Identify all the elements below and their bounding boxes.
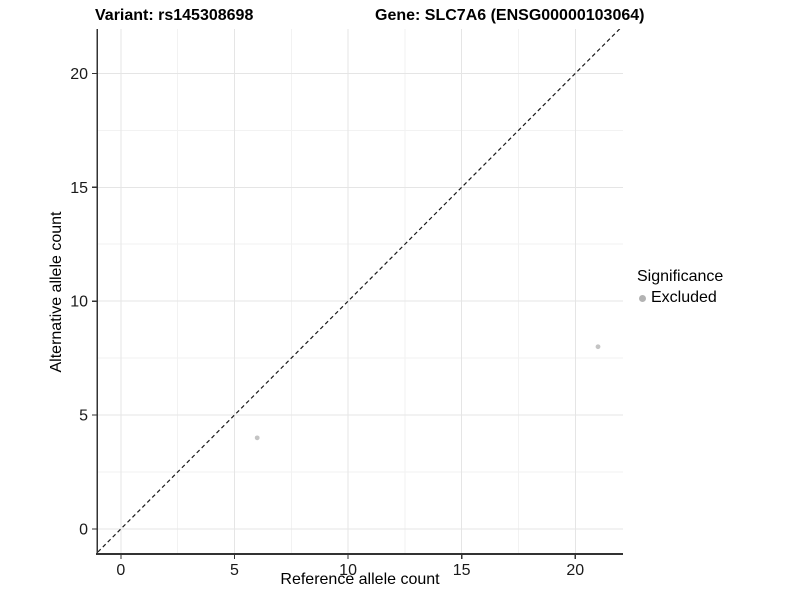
plot-title-gene: Gene: SLC7A6 (ENSG00000103064)	[375, 7, 645, 24]
x-tick-label: 10	[339, 562, 357, 579]
legend-key-dot-icon	[639, 294, 646, 302]
x-tick-label: 20	[566, 562, 584, 579]
legend-entry-label: Excluded	[651, 289, 717, 306]
legend-entry-excluded: Excluded	[639, 289, 723, 307]
y-tick-label: 20	[70, 66, 88, 83]
y-axis-title: Alternative allele count	[48, 211, 65, 373]
identity-line	[97, 29, 621, 554]
data-point	[595, 344, 601, 350]
y-tick-label: 10	[70, 294, 88, 311]
y-tick-label: 0	[79, 521, 88, 538]
x-tick-label: 15	[453, 562, 471, 579]
data-point	[254, 435, 260, 441]
y-tick-label: 5	[79, 408, 88, 425]
legend: Significance Excluded	[637, 268, 723, 307]
plot-title-variant: Variant: rs145308698	[95, 7, 254, 24]
x-axis-title: Reference allele count	[280, 571, 440, 588]
y-tick-label: 15	[70, 180, 88, 197]
x-tick-label: 0	[116, 562, 125, 579]
legend-title: Significance	[637, 268, 724, 285]
x-tick-label: 5	[230, 562, 239, 579]
